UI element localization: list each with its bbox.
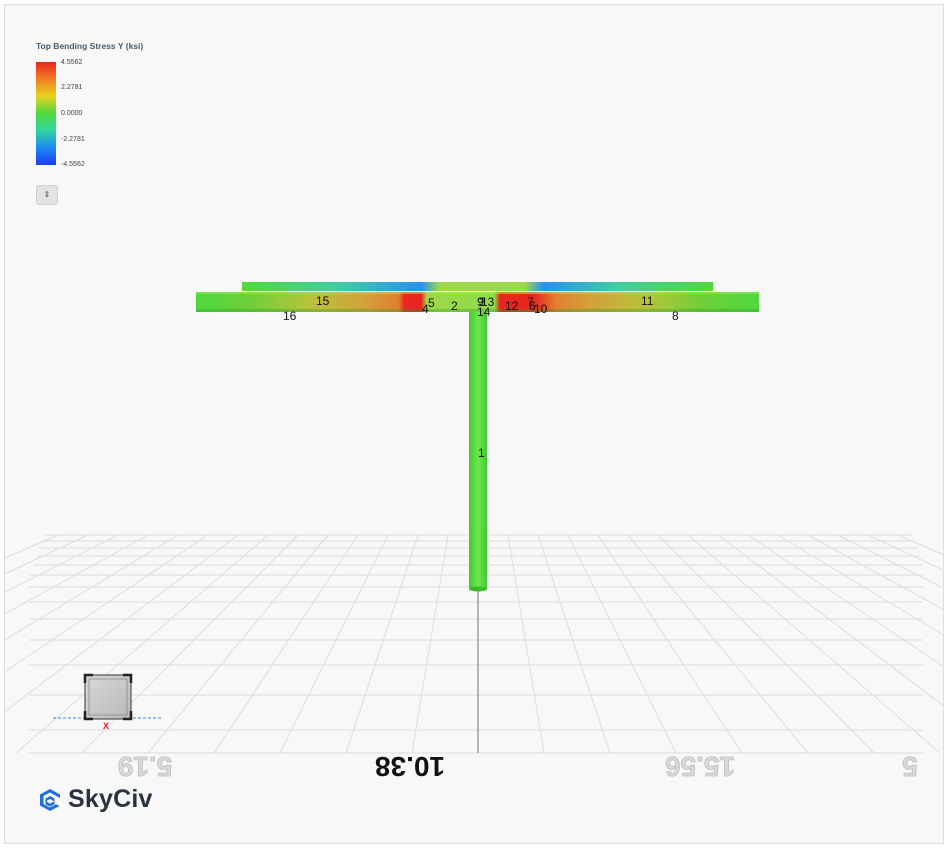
grid-axis-labels: 5.19 10.38 15.56 5: [117, 751, 918, 783]
member-label-1[interactable]: 1: [478, 446, 485, 460]
column-member: [469, 305, 487, 592]
legend-value-lower: -2.2781: [61, 136, 85, 143]
legend-title: Top Bending Stress Y (ksi): [36, 41, 144, 51]
ground-grid: [5, 534, 943, 754]
grid-axis-label-1: 5.19: [118, 751, 173, 782]
member-label-3[interactable]: 3: [479, 295, 486, 309]
member-label-9[interactable]: 9: [477, 295, 484, 309]
view-cube-axis-label: X: [103, 721, 109, 731]
up-down-arrows-icon: ⇕: [43, 190, 51, 199]
member-label-13[interactable]: 13: [481, 295, 495, 309]
member-label-12[interactable]: 12: [505, 299, 519, 313]
beam-front: [196, 292, 759, 312]
skyciv-logo-icon: [40, 788, 60, 811]
member-label-10[interactable]: 10: [534, 302, 548, 316]
legend-toggle-button[interactable]: ⇕: [36, 185, 58, 205]
structure-3d-viewport[interactable]: 1 2 3 4 5 6 7 8 9 10 11 12 13 14 15 16 5.19 10.38 15.56 5 …: [4, 4, 944, 844]
view-cube[interactable]: X: [53, 673, 163, 731]
legend-value-min: -4.5562: [61, 161, 85, 168]
member-label-16[interactable]: 16: [283, 309, 297, 323]
legend-value-zero: 0.0000: [61, 110, 83, 117]
skyciv-logo[interactable]: SkyCiv: [37, 785, 153, 814]
member-label-4[interactable]: 4: [422, 302, 429, 316]
member-label-11[interactable]: 11: [641, 294, 654, 308]
member-label-7[interactable]: 7: [527, 295, 534, 309]
legend-color-bar: [36, 62, 56, 165]
legend-value-max: 4.5562: [61, 59, 83, 66]
member-label-15[interactable]: 15: [316, 294, 330, 308]
brand-name: SkyCiv: [68, 785, 153, 813]
grid-axis-label-3: 15.56: [665, 751, 735, 782]
legend-value-upper: 2.2781: [61, 84, 83, 91]
member-label-5[interactable]: 5: [428, 296, 435, 310]
grid-axis-label-2: 10.38: [375, 751, 445, 782]
grid-axis-label-4: 5: [902, 751, 918, 782]
beam-back: [242, 282, 713, 291]
member-label-2[interactable]: 2: [451, 299, 458, 313]
member-label-14[interactable]: 14: [477, 305, 491, 319]
member-label-6[interactable]: 6: [529, 299, 536, 313]
member-label-8[interactable]: 8: [672, 309, 679, 323]
